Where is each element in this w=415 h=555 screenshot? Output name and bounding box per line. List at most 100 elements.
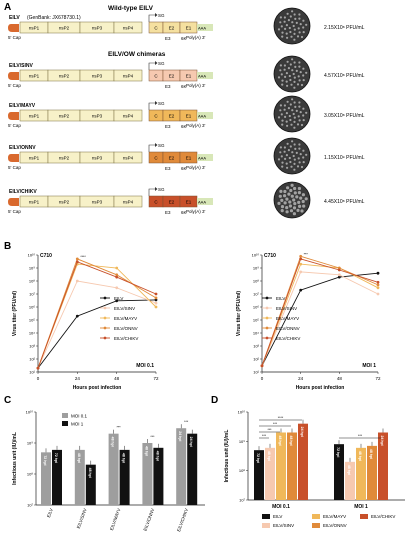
plaque-spot (281, 31, 284, 34)
plaque-spot (283, 201, 287, 205)
plaque-spot (299, 153, 302, 156)
bar-chart-c: 10⁷ 10⁸ 10⁹ 10¹⁰ Infectious unit (IU)/mL 72 h… (12, 410, 205, 533)
hpi-label: 48 hpi (155, 451, 159, 461)
y-tick-label: 10³ (253, 344, 259, 349)
titer-value: 4.45X10⁸ PFU/mL (324, 199, 365, 205)
significance-marker: *** (304, 252, 309, 256)
y-tick-label: 10⁸ (29, 279, 35, 284)
plaque-spot (291, 21, 294, 24)
aaa-label: AAA (198, 156, 206, 161)
data-point (299, 270, 303, 274)
y-axis-label: Virus titer (PFU/ml) (12, 291, 18, 337)
plaque-spot (302, 107, 305, 110)
plaque-spot (292, 24, 295, 28)
plaque-spot (285, 197, 289, 201)
x-tick-label: 24 (298, 376, 304, 381)
y-axis-label: Infectious unit (IU)/mL (12, 432, 18, 485)
polya-tail (197, 198, 213, 205)
cap-icon (8, 112, 19, 120)
panel-b-label: B (4, 241, 11, 252)
plaque-spot (298, 17, 301, 20)
aaa-label: AAA (198, 26, 206, 31)
legend-swatch (62, 413, 68, 418)
data-point (75, 279, 79, 283)
significance-marker: *** (184, 420, 189, 424)
plaque-spot (281, 119, 284, 122)
plaque-spot (302, 79, 305, 82)
plaque-spot (293, 126, 296, 129)
plaque-spot (293, 162, 296, 165)
panel-d: D 10⁷ 10⁸ 10⁹ 10¹⁰ Infectious unit (IU)/mL 72… (211, 395, 405, 528)
bar (287, 432, 297, 500)
plaque-spot (293, 191, 297, 195)
y-tick-label: 10¹⁰ (238, 410, 246, 415)
y-tick-label: 10⁷ (239, 498, 245, 503)
y-tick-label: 10⁶ (253, 305, 259, 310)
plaque-spot (285, 154, 288, 157)
plaque-spot (287, 107, 290, 110)
plaque-spot (296, 83, 300, 86)
plaque-spot (280, 25, 283, 28)
data-point (337, 273, 341, 277)
bar (378, 432, 388, 500)
plaque-spot (285, 80, 288, 83)
plaque-spot (297, 75, 300, 78)
gene-label: C (154, 156, 158, 161)
y-tick-label: 10⁸ (27, 472, 33, 477)
gene-label: nsP3 (92, 26, 103, 31)
plaque-spot (286, 166, 289, 169)
plaque-spot (296, 123, 300, 126)
gene-label: nsP1 (29, 114, 40, 119)
gene-label: E1 (186, 114, 192, 119)
plaque-spot (288, 156, 291, 160)
y-tick-label: 10⁷ (29, 292, 35, 297)
legend-marker (265, 296, 269, 300)
plaque-plate-image (273, 95, 311, 133)
plaque-spot (289, 30, 292, 34)
plaque-spot (297, 27, 300, 30)
gene-e3-label: E3 (165, 166, 171, 171)
legend-marker (103, 296, 107, 300)
plaque-spot (279, 146, 282, 149)
plaque-spot (284, 115, 287, 118)
gene-nsp4 (113, 21, 143, 34)
legend-marker (265, 316, 269, 320)
plaque-spot (305, 23, 308, 26)
hpi-label: 48 hpi (369, 449, 373, 459)
plaque-spot (298, 61, 301, 64)
plaque-spot (279, 16, 282, 19)
sg-arrow-icon (148, 14, 155, 22)
titer-value: 4.57X10⁸ PFU/mL (324, 73, 365, 79)
polya-label: Poly(A) 3' (186, 123, 206, 128)
plaque-spot (298, 79, 301, 82)
panel-a-label: A (4, 2, 11, 13)
plaque-spot (286, 60, 289, 63)
gene-label: nsP2 (59, 114, 70, 119)
sg-label: SG (158, 101, 165, 106)
data-point (115, 273, 119, 277)
panel-b: B 10¹ 10² 10³ 10⁴ 10⁵ 10⁶ 10⁷ 10⁸ 10⁹ 10¹⁰ 0 24 48 72… (4, 241, 381, 391)
plaque-spot (302, 30, 305, 34)
bar (276, 432, 286, 500)
group-label: MOI 1 (354, 504, 368, 510)
gene-label: E2 (169, 74, 175, 79)
x-tick-label: EILV/CHIKV (176, 508, 189, 533)
plaque-spot (279, 69, 282, 72)
significance-marker: **** (278, 416, 284, 420)
hpi-label: 48 hpi (358, 451, 362, 461)
bar (367, 445, 377, 500)
titer-value: 2.15X10⁸ PFU/mL (324, 25, 365, 31)
plaque-spot (279, 64, 282, 67)
plaque-spot (283, 189, 287, 194)
data-point (376, 280, 380, 284)
construct-row-3: EILV/MAYV 5' Cap nsP1 nsP2 nsP3 nsP4 SG C E2 E1 E3… (8, 95, 365, 133)
gene-nsp4 (113, 69, 143, 82)
gene-label: C (154, 26, 158, 31)
legend-label: EILV/MAYV (323, 514, 346, 519)
plaque-spot (299, 111, 302, 114)
plaque-spot (300, 209, 304, 213)
plaque-spot (293, 120, 296, 123)
plaque-spot (298, 65, 301, 68)
plaque-spot (292, 72, 295, 76)
plaque-spot (287, 67, 290, 70)
